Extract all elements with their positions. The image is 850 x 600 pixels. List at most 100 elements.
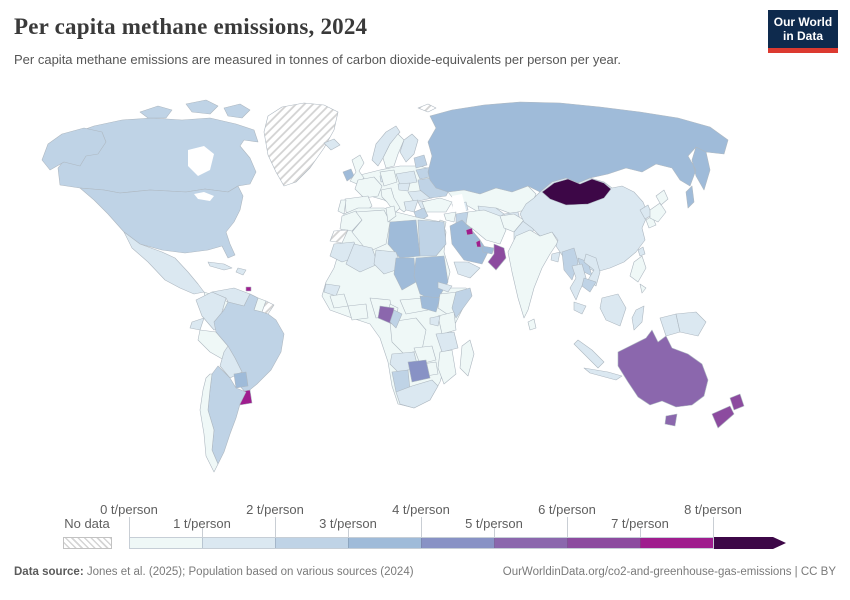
chart-subtitle: Per capita methane emissions are measure… (14, 52, 622, 67)
country-egypt[interactable] (417, 219, 447, 257)
country-ivory-coast-ghana[interactable] (347, 303, 369, 321)
country-uganda[interactable] (429, 315, 441, 327)
country-germany[interactable] (379, 169, 398, 187)
country-madagascar[interactable] (459, 339, 475, 377)
country-svalbard[interactable] (417, 103, 437, 113)
legend-color-bar (129, 537, 714, 549)
country-morocco[interactable] (339, 210, 363, 232)
country-mali[interactable] (345, 243, 379, 273)
legend-tick-4: 4 t/person (392, 502, 450, 517)
country-japan[interactable] (649, 189, 669, 223)
legend-tick-6: 6 t/person (538, 502, 596, 517)
legend-bin-6-7[interactable] (567, 538, 640, 548)
country-papua-new-guinea[interactable] (675, 311, 707, 337)
country-thailand[interactable] (569, 263, 587, 301)
country-ecuador[interactable] (189, 317, 205, 331)
legend-bin-5-6[interactable] (494, 538, 567, 548)
country-tasmania[interactable] (664, 413, 678, 427)
chart-footer: Data source: Jones et al. (2025); Popula… (14, 566, 836, 578)
country-portugal[interactable] (337, 199, 347, 215)
country-trinidad[interactable] (245, 286, 252, 292)
owid-logo-line1: Our World (773, 15, 833, 29)
country-canada-island[interactable] (139, 105, 173, 119)
country-finland[interactable] (399, 133, 419, 163)
country-eritrea[interactable] (437, 281, 453, 293)
legend-bin-0-1[interactable] (130, 538, 202, 548)
country-norway[interactable] (371, 125, 401, 167)
country-bangladesh[interactable] (550, 251, 561, 263)
country-oman[interactable] (487, 243, 507, 271)
country-uk[interactable] (349, 154, 365, 185)
legend-tick-line (640, 528, 641, 537)
page-title: Per capita methane emissions, 2024 (14, 14, 368, 39)
country-baltic-states[interactable] (413, 154, 428, 169)
country-iceland[interactable] (323, 138, 341, 151)
country-botswana[interactable] (407, 359, 431, 383)
country-syria[interactable] (443, 211, 457, 223)
country-kenya[interactable] (437, 311, 457, 335)
country-iran[interactable] (465, 209, 507, 245)
country-tanzania[interactable] (435, 331, 459, 353)
country-sakhalin[interactable] (685, 185, 695, 209)
country-czechia[interactable] (397, 182, 411, 192)
country-chad[interactable] (393, 257, 417, 291)
country-hispaniola[interactable] (235, 267, 247, 276)
legend-bin-3-4[interactable] (348, 538, 421, 548)
country-libya[interactable] (387, 219, 421, 259)
country-yemen[interactable] (453, 261, 481, 279)
country-india[interactable] (507, 229, 559, 319)
legend-no-data-swatch[interactable] (63, 537, 112, 549)
country-cambodia[interactable] (581, 277, 597, 293)
legend-tick-5: 5 t/person (465, 516, 523, 531)
legend-tick-line (494, 528, 495, 537)
country-italy[interactable] (380, 187, 401, 214)
country-canada-island[interactable] (223, 103, 251, 119)
country-alaska[interactable] (41, 127, 107, 171)
country-chile[interactable] (199, 373, 219, 473)
legend-bin-over-8-arrow[interactable] (714, 537, 786, 549)
country-greenland[interactable] (263, 102, 339, 187)
data-source-value: Jones et al. (2025); Population based on… (83, 566, 414, 578)
country-mongolia[interactable] (541, 178, 612, 206)
legend-bin-7-8[interactable] (640, 538, 713, 548)
country-paraguay[interactable] (233, 371, 249, 389)
country-congo[interactable] (389, 309, 403, 329)
legend-bin-4-5[interactable] (421, 538, 494, 548)
legend-tick-line (129, 517, 130, 537)
country-tunisia[interactable] (385, 205, 397, 223)
country-taiwan[interactable] (637, 246, 646, 257)
country-somalia[interactable] (451, 287, 473, 319)
country-usa[interactable] (79, 185, 244, 259)
country-poland[interactable] (395, 170, 418, 186)
country-sri-lanka[interactable] (527, 318, 537, 331)
country-balkans[interactable] (403, 199, 419, 213)
country-australia[interactable] (617, 329, 709, 408)
owid-url-link[interactable]: OurWorldinData.org/co2-and-greenhouse-ga… (502, 566, 836, 578)
country-cuba[interactable] (207, 261, 233, 271)
legend-bin-2-3[interactable] (275, 538, 348, 548)
country-south-africa[interactable] (395, 379, 439, 409)
country-algeria[interactable] (351, 209, 391, 253)
country-mozambique[interactable] (437, 349, 457, 385)
country-south-sudan[interactable] (419, 295, 441, 313)
country-new-zealand[interactable] (711, 393, 745, 429)
legend-tick-line (202, 528, 203, 537)
owid-logo-box: Our World in Data (768, 10, 838, 48)
country-canada-island[interactable] (185, 99, 219, 115)
country-qatar[interactable] (475, 239, 482, 248)
legend-tick-line (348, 528, 349, 537)
country-kuwait[interactable] (465, 227, 474, 236)
country-indonesia[interactable] (573, 293, 681, 381)
country-sweden[interactable] (382, 133, 405, 169)
country-uae[interactable] (481, 245, 495, 255)
country-france[interactable] (354, 176, 383, 199)
country-philippines[interactable] (629, 255, 647, 294)
country-china[interactable] (519, 177, 649, 273)
country-zambia[interactable] (413, 345, 437, 365)
country-russia[interactable] (427, 101, 729, 195)
legend-bin-1-2[interactable] (202, 538, 275, 548)
owid-logo[interactable]: Our World in Data (768, 10, 838, 53)
country-turkey[interactable] (421, 197, 453, 213)
